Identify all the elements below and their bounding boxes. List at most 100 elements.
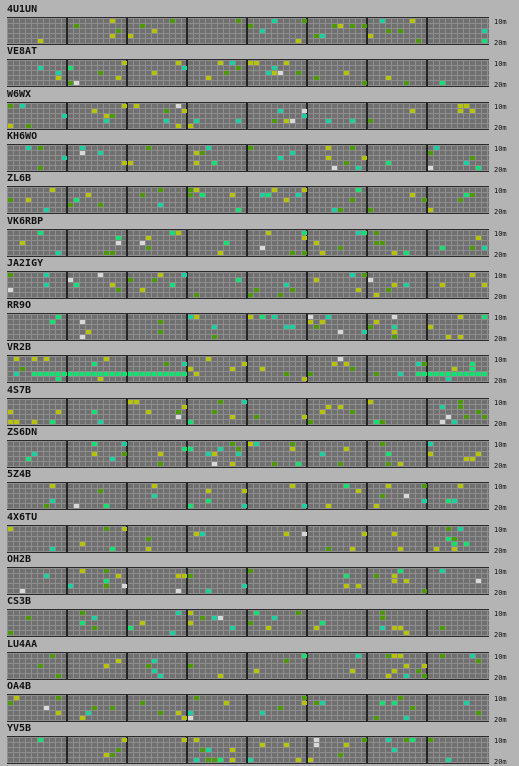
- signal-cell: [236, 277, 241, 282]
- signal-cell: [272, 188, 277, 193]
- signal-cell: [470, 362, 475, 367]
- signal-cell: [404, 738, 409, 743]
- signal-cell: [176, 103, 181, 108]
- signal-cell: [20, 588, 25, 593]
- propagation-grid: [7, 17, 489, 45]
- signal-cell: [422, 673, 427, 678]
- band-label-20m: 20m: [494, 377, 507, 386]
- signal-cell: [80, 541, 85, 546]
- signal-cell: [272, 118, 277, 123]
- signal-cell: [248, 621, 253, 626]
- hour-separator: [126, 441, 128, 467]
- signal-cell: [326, 504, 331, 509]
- hour-separator: [366, 271, 368, 298]
- signal-cell: [188, 367, 193, 372]
- hour-separator: [426, 144, 428, 171]
- signal-cell: [362, 531, 367, 536]
- signal-cell: [56, 409, 61, 414]
- signal-cell: [338, 24, 343, 28]
- signal-cell: [398, 546, 403, 551]
- signal-cell: [314, 240, 319, 245]
- signal-cell: [182, 272, 187, 277]
- signal-cell: [476, 409, 481, 414]
- signal-cell: [320, 250, 325, 255]
- signal-cell: [188, 123, 193, 128]
- hour-separator: [126, 567, 128, 594]
- signal-cell: [374, 419, 379, 424]
- signal-cell: [236, 452, 241, 456]
- signal-cell: [68, 66, 73, 71]
- signal-cell: [392, 531, 397, 536]
- signal-cell: [452, 372, 457, 377]
- band-label-10m: 10m: [494, 187, 507, 196]
- signal-cell: [266, 626, 271, 631]
- signal-cell: [230, 367, 235, 372]
- station-callsign: CS3B: [7, 596, 32, 608]
- signal-cell: [248, 758, 253, 763]
- signal-cell: [206, 145, 211, 150]
- hour-separator: [66, 398, 68, 425]
- station-callsign: ZS6DN: [7, 427, 38, 438]
- signal-cell: [212, 335, 217, 340]
- station-row: 5Z4B 10m 20m: [0, 469, 519, 512]
- signal-cell: [212, 409, 217, 414]
- signal-cell: [410, 705, 415, 710]
- signal-cell: [410, 108, 415, 113]
- station-row: LU4AA 10m 20m: [0, 639, 519, 682]
- hour-separator: [306, 229, 308, 256]
- signal-cell: [158, 462, 163, 466]
- signal-cell: [278, 705, 283, 710]
- hour-separator: [366, 356, 368, 383]
- signal-cell: [398, 372, 403, 377]
- propagation-grid: [7, 482, 489, 511]
- signal-cell: [146, 536, 151, 541]
- propagation-grid: [7, 59, 489, 88]
- signal-cell: [464, 372, 469, 377]
- signal-cell: [356, 188, 361, 193]
- signal-cell: [344, 362, 349, 367]
- signal-cell: [308, 758, 313, 763]
- signal-cell: [230, 748, 235, 753]
- signal-cell: [146, 409, 151, 414]
- band-label-20m: 20m: [494, 462, 507, 470]
- signal-cell: [248, 24, 253, 28]
- station-row: VR2B 10m 20m: [0, 342, 519, 386]
- signal-cell: [140, 24, 145, 28]
- hour-separator: [246, 102, 248, 129]
- hour-separator: [246, 229, 248, 256]
- signal-cell: [176, 123, 181, 128]
- signal-cell: [380, 442, 385, 446]
- signal-cell: [230, 626, 235, 631]
- signal-cell: [458, 404, 463, 409]
- hour-separator: [186, 18, 188, 44]
- signal-cell: [182, 715, 187, 720]
- hour-separator: [246, 610, 248, 637]
- signal-cell: [50, 419, 55, 424]
- hour-separator: [126, 314, 128, 341]
- signal-cell: [128, 626, 133, 631]
- hour-separator: [366, 694, 368, 721]
- signal-cell: [80, 372, 85, 377]
- signal-cell: [392, 653, 397, 658]
- signal-cell: [440, 282, 445, 287]
- signal-cell: [32, 452, 37, 456]
- hour-separator: [126, 102, 128, 129]
- signal-cell: [86, 330, 91, 335]
- signal-cell: [92, 626, 97, 631]
- signal-cell: [152, 29, 157, 33]
- station-callsign: 4S7B: [7, 384, 32, 396]
- hour-separator: [126, 737, 128, 764]
- station-row: ZS6DN 10m 20m: [0, 427, 519, 470]
- signal-cell: [374, 715, 379, 720]
- signal-cell: [380, 419, 385, 424]
- signal-cell: [464, 541, 469, 546]
- hour-separator: [126, 525, 128, 552]
- signal-cell: [266, 230, 271, 235]
- signal-cell: [62, 113, 67, 118]
- hour-separator: [186, 271, 188, 298]
- band-label-20m: 20m: [494, 81, 507, 90]
- signal-cell: [182, 738, 187, 743]
- band-label-10m: 10m: [494, 102, 507, 111]
- signal-cell: [56, 71, 61, 76]
- signal-cell: [200, 150, 205, 155]
